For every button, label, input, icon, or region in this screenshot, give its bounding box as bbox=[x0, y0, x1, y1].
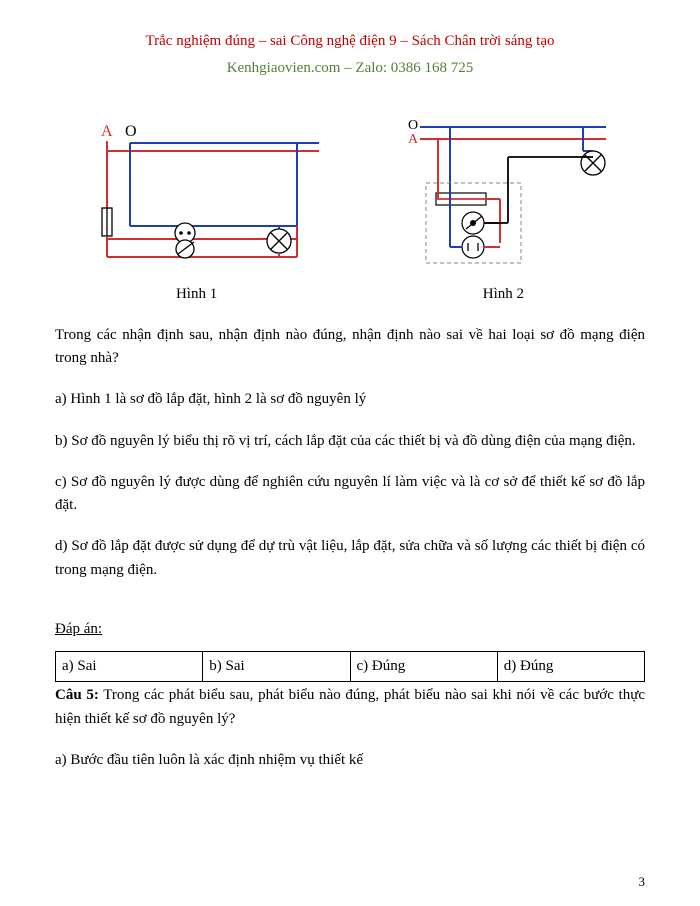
svg-text:A: A bbox=[408, 132, 419, 147]
answer-cell-a: a) Sai bbox=[56, 652, 203, 682]
question-5-label: Câu 5: bbox=[55, 687, 99, 703]
header-subtitle: Kenhgiaovien.com – Zalo: 0386 168 725 bbox=[55, 57, 645, 80]
question-option-a: a) Hình 1 là sơ đồ lắp đặt, hình 2 là sơ… bbox=[55, 388, 645, 411]
answer-label: Đáp án: bbox=[55, 618, 102, 641]
table-row: a) Sai b) Sai c) Đúng d) Đúng bbox=[56, 652, 645, 682]
question-5: Câu 5: Trong các phát biểu sau, phát biể… bbox=[55, 684, 645, 731]
figure-1: A O bbox=[55, 111, 338, 306]
answer-cell-c: c) Đúng bbox=[350, 652, 497, 682]
svg-text:O: O bbox=[408, 118, 418, 133]
figure-2-caption: Hình 2 bbox=[483, 283, 524, 306]
question-option-d: d) Sơ đồ lắp đặt được sử dụng để dự trù … bbox=[55, 535, 645, 582]
figure-2: O A bbox=[362, 111, 645, 306]
question-intro: Trong các nhận định sau, nhận định nào đ… bbox=[55, 324, 645, 371]
answer-table: a) Sai b) Sai c) Đúng d) Đúng bbox=[55, 651, 645, 682]
figure-2-svg: O A bbox=[388, 111, 618, 271]
page-number: 3 bbox=[639, 872, 646, 892]
answer-cell-d: d) Đúng bbox=[497, 652, 644, 682]
question-option-c: c) Sơ đồ nguyên lý được dùng để nghiên c… bbox=[55, 471, 645, 518]
answer-cell-b: b) Sai bbox=[203, 652, 350, 682]
svg-text:O: O bbox=[125, 123, 137, 140]
question-5-text: Trong các phát biểu sau, phát biểu nào đ… bbox=[55, 687, 645, 726]
question-5-option-a: a) Bước đầu tiên luôn là xác định nhiệm … bbox=[55, 749, 645, 772]
figures-row: A O bbox=[55, 111, 645, 306]
header-title: Trắc nghiệm đúng – sai Công nghệ điện 9 … bbox=[55, 30, 645, 53]
question-option-b: b) Sơ đồ nguyên lý biểu thị rõ vị trí, c… bbox=[55, 430, 645, 453]
figure-1-svg: A O bbox=[67, 111, 327, 271]
question-body: Trong các nhận định sau, nhận định nào đ… bbox=[55, 324, 645, 641]
figure-1-caption: Hình 1 bbox=[176, 283, 217, 306]
svg-text:A: A bbox=[101, 123, 113, 140]
